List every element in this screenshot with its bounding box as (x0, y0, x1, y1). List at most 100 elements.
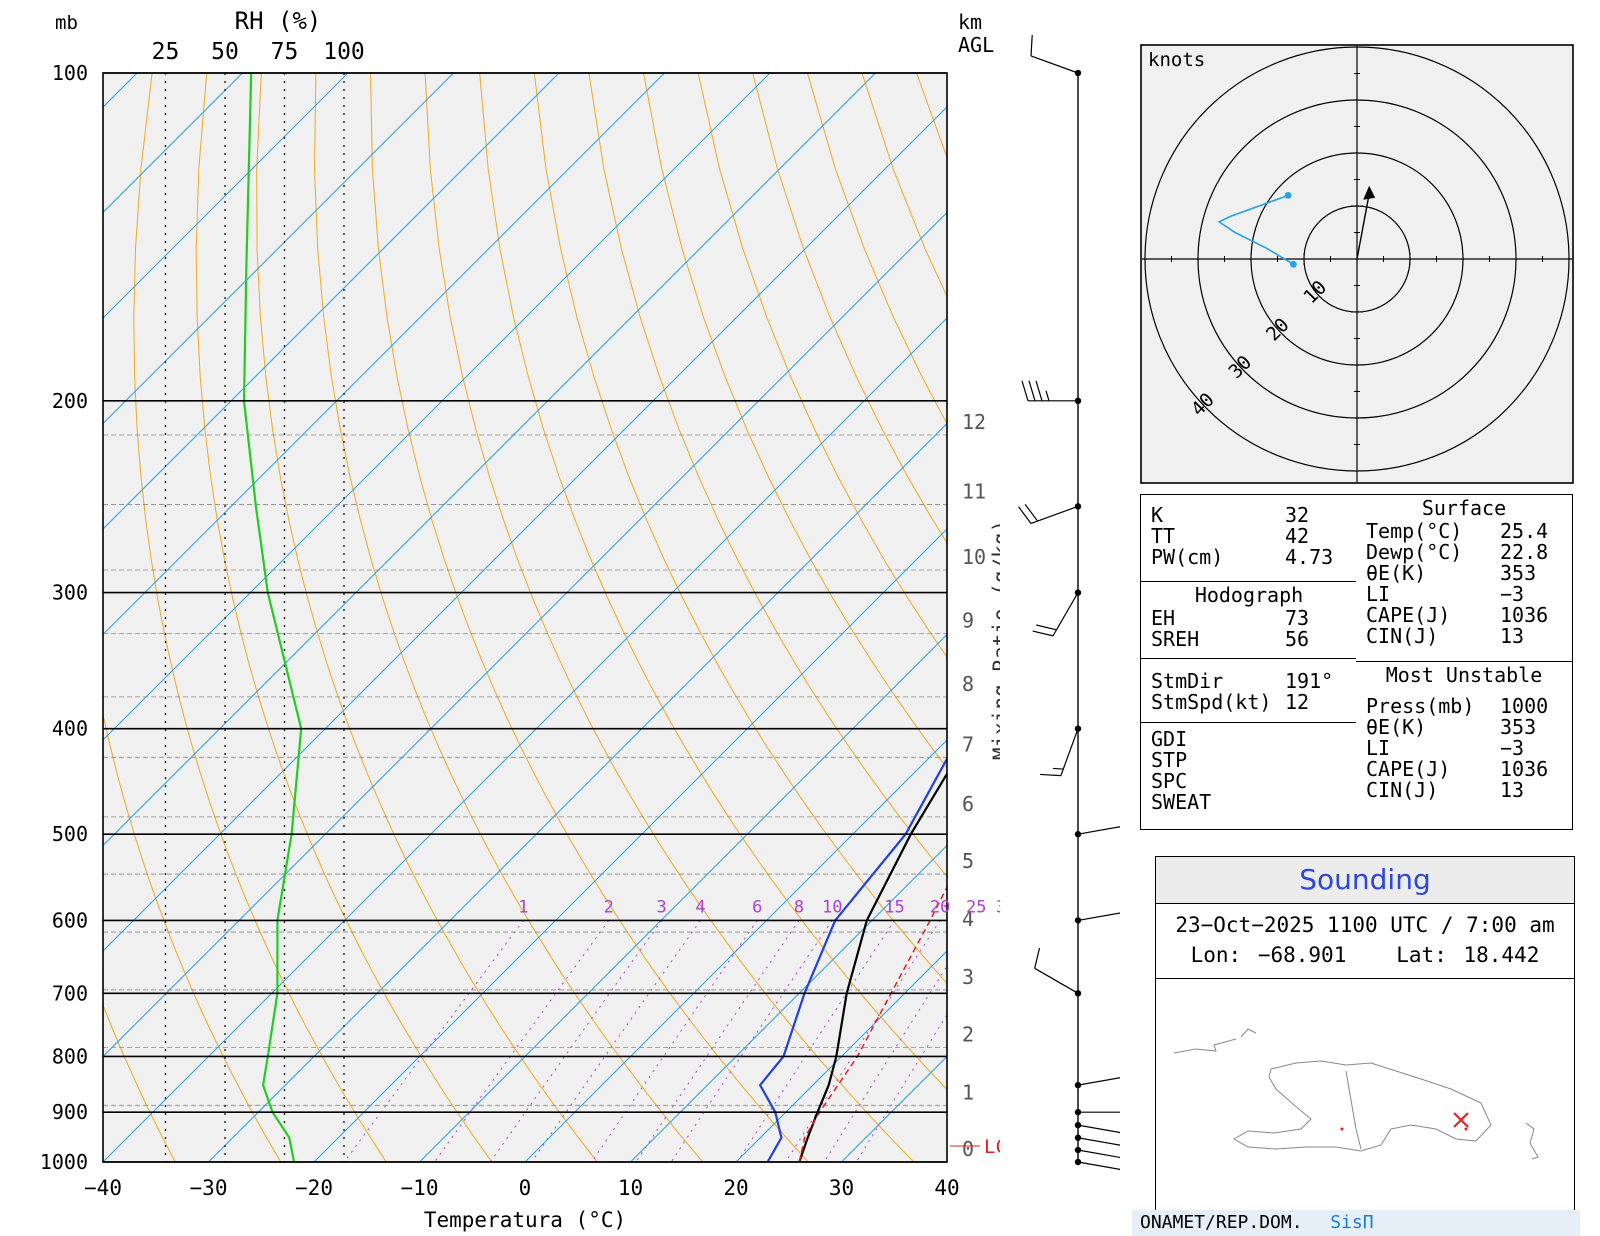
isotherm (103, 73, 349, 319)
cuba-coast (1173, 1038, 1237, 1054)
wind-barb-half-flag (1045, 390, 1050, 401)
wind-barb-staff (1030, 55, 1079, 74)
index-value (1285, 771, 1347, 792)
indices-left-table: K 32 TT 42 PW(cm) 4.73 Hodograph EH 73 SREH 56 S… (1140, 494, 1358, 830)
border-line (1345, 1070, 1362, 1150)
index-row: θE(K) 353 (1356, 563, 1572, 584)
height-tick-label: 9 (962, 608, 974, 632)
isotherm (103, 317, 947, 1162)
index-value: 191° (1285, 669, 1334, 693)
height-tick-label: 0 (962, 1137, 974, 1161)
unstable-section: Most Unstable Press(mb) 1000 θE(K) 353 LI −3 C… (1356, 661, 1572, 801)
index-label: θE(K) (1366, 715, 1427, 739)
lcl-label: LCL (984, 1136, 1000, 1158)
index-label: CAPE(J) (1366, 757, 1451, 781)
index-value: 73 (1285, 606, 1310, 630)
temperature-tick-label: −30 (190, 1176, 228, 1200)
isotherm (630, 844, 947, 1162)
sounding-title: Sounding (1156, 857, 1574, 904)
wind-barb-column (1018, 35, 1120, 1172)
isotherm (103, 211, 947, 1058)
mixing-ratio-tick-label: 8 (794, 897, 804, 917)
index-label: StmSpd(kt) (1151, 690, 1272, 714)
temperature-tick-label: 0 (519, 1176, 532, 1200)
sounding-datetime: 23−Oct−2025 1100 UTC / 7:00 am (1175, 913, 1555, 937)
index-value: 56 (1285, 627, 1310, 651)
footer-brand: SisΠ (1330, 1212, 1374, 1233)
wind-barb-flag (1040, 773, 1061, 777)
pressure-tick-label: 1000 (40, 1150, 88, 1174)
profile-temperature (798, 771, 947, 1162)
plot-area (103, 73, 947, 1162)
index-label: SREH (1151, 627, 1200, 651)
index-row: CAPE(J) 1036 (1356, 759, 1572, 780)
isotherm (103, 73, 876, 847)
index-label: StmDir (1151, 669, 1224, 693)
mixing-ratio-tick-label: 25 (966, 897, 986, 917)
index-row: CAPE(J) 1036 (1356, 605, 1572, 626)
wind-barb-staff (1077, 1161, 1120, 1171)
hodograph-endpoint (1290, 260, 1297, 268)
mixing-ratio-tick-label: 10 (822, 897, 842, 917)
index-row: StmDir 191° (1141, 671, 1357, 692)
height-tick-label: 3 (962, 965, 974, 989)
index-label: STP (1151, 748, 1188, 772)
index-row: Press(mb) 1000 (1356, 696, 1572, 717)
wind-barb-staff (1077, 1137, 1120, 1146)
temperature-tick-label: −20 (295, 1176, 333, 1200)
index-label: θE(K) (1366, 561, 1427, 585)
isotherm (735, 950, 947, 1162)
temperature-tick-label: 10 (618, 1176, 643, 1200)
profile-rh (242, 73, 303, 1162)
height-tick-label: 1 (962, 1080, 974, 1104)
index-row: STP (1141, 750, 1357, 771)
mixing-ratio-tick-label: 6 (752, 897, 762, 917)
wind-barb-staff (1077, 826, 1120, 835)
profile-dewpoint (758, 756, 947, 1162)
index-value: −3 (1500, 736, 1525, 760)
dry-adiabat (133, 73, 387, 1162)
mixing-ratio-line (855, 1013, 947, 1162)
mixing-ratio-tick-label: 2 (604, 897, 614, 917)
dry-adiabat (424, 73, 915, 1162)
pressure-tick-label: 400 (52, 717, 88, 741)
pressure-tick-label: 800 (52, 1044, 88, 1068)
dry-adiabat (479, 73, 947, 1091)
pressure-tick-label: 100 (52, 61, 88, 85)
isotherm (313, 528, 947, 1162)
index-row: SPC (1141, 771, 1357, 792)
height-tick-label: 7 (962, 732, 974, 756)
wind-barb-staff (1052, 592, 1079, 637)
index-value: 13 (1500, 778, 1525, 802)
height-tick-label: 10 (962, 545, 986, 569)
index-row: SREH 56 (1141, 629, 1357, 650)
pressure-tick-label: 900 (52, 1100, 88, 1124)
wind-barb-half-flag (1052, 767, 1064, 770)
height-tick-label: 11 (962, 479, 986, 503)
wind-barb-staff (1030, 505, 1079, 525)
index-value: 25.4 (1500, 519, 1549, 543)
mixing-ratio-tick-label: 30 (996, 897, 1000, 917)
unstable-section-title: Most Unstable (1385, 663, 1543, 687)
hodograph-section-title: Hodograph (1194, 583, 1304, 607)
index-row: EH 73 (1141, 608, 1357, 629)
wind-level-dot (1074, 503, 1082, 510)
hodograph-trace (1217, 194, 1294, 265)
wind-barb-flag (1018, 506, 1032, 524)
isotherm (103, 73, 454, 425)
height-tick-label: 8 (962, 672, 974, 696)
rh-tick-label: 50 (211, 39, 239, 65)
temperature-axis-label: Temperatura (°C) (424, 1208, 626, 1232)
dry-adiabat (752, 73, 947, 544)
index-value: 4.73 (1285, 545, 1334, 569)
location-marker (1453, 1112, 1469, 1128)
hispaniola-coast (1232, 1060, 1492, 1152)
isotherm (208, 422, 947, 1162)
footer-bar: ONAMET/REP.DOM. SisΠ (1132, 1210, 1580, 1236)
wind-barb-flag (1024, 503, 1039, 522)
index-value: 22.8 (1500, 540, 1549, 564)
rh-tick-label: 100 (323, 39, 365, 65)
height-tick-label: 5 (962, 849, 974, 873)
index-row: GDI (1141, 729, 1357, 750)
